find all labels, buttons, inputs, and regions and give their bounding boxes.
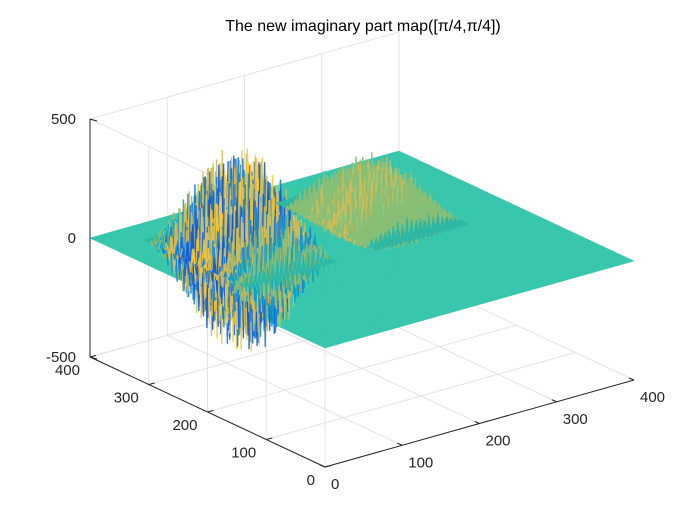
y-tick-label: 400 bbox=[55, 362, 80, 379]
axes bbox=[89, 118, 635, 468]
y-tick-mark bbox=[266, 437, 273, 440]
surface-strand bbox=[326, 157, 420, 242]
surface-strand bbox=[310, 166, 404, 232]
surface-strand bbox=[374, 222, 467, 251]
floor-grid-line-y bbox=[266, 352, 576, 440]
x-tick-mark bbox=[319, 464, 326, 468]
surface-strand bbox=[315, 161, 410, 238]
z-tick-mark bbox=[89, 356, 98, 360]
z-tick-label: -500 bbox=[46, 349, 76, 366]
surface-strand bbox=[241, 254, 335, 290]
floor-grid-line-y bbox=[207, 324, 517, 413]
x-tick-label: 200 bbox=[486, 433, 511, 450]
y-tick-mark bbox=[89, 355, 97, 358]
x-tick-mark bbox=[474, 421, 480, 424]
surface-strand bbox=[206, 157, 300, 352]
surface-strand bbox=[353, 192, 447, 251]
x-tick-label: 300 bbox=[563, 411, 588, 428]
surface-strand bbox=[238, 243, 332, 296]
x-tick-mark bbox=[628, 377, 635, 381]
surface-strand bbox=[244, 260, 338, 288]
surface-lobe bbox=[275, 152, 469, 251]
surface-plot bbox=[89, 148, 635, 352]
y-tick-mark bbox=[148, 382, 155, 385]
surface-strand bbox=[358, 193, 452, 250]
y-tick-label: 200 bbox=[172, 417, 197, 434]
surface-strand bbox=[239, 249, 333, 296]
surface-lobe bbox=[144, 148, 338, 352]
surface-strand bbox=[227, 214, 322, 321]
y-tick-label: 100 bbox=[231, 445, 256, 462]
surface-strand bbox=[225, 205, 319, 325]
z-tick-mark bbox=[89, 118, 98, 122]
surface-strand bbox=[209, 179, 303, 348]
wall-grid-line-z2 bbox=[89, 31, 400, 120]
x-tick-mark bbox=[551, 399, 557, 403]
y-tick-label: 0 bbox=[307, 472, 315, 489]
surface-strand bbox=[222, 192, 316, 332]
z-tick-label: 500 bbox=[51, 111, 76, 128]
y-tick-mark bbox=[324, 465, 332, 468]
y-tick-label: 300 bbox=[114, 390, 139, 407]
x-tick-label: 0 bbox=[331, 476, 339, 493]
surface-strand bbox=[375, 223, 469, 251]
z-tick-label: 0 bbox=[68, 230, 76, 247]
x-tick-label: 400 bbox=[640, 389, 665, 406]
surface-strand bbox=[242, 258, 336, 288]
x-tick-mark bbox=[397, 442, 403, 446]
chart-title: The new imaginary part map([π/4,π/4]) bbox=[225, 18, 501, 35]
x-tick-label: 100 bbox=[408, 454, 433, 471]
y-tick-mark bbox=[207, 410, 214, 413]
surface-strand bbox=[363, 210, 458, 248]
